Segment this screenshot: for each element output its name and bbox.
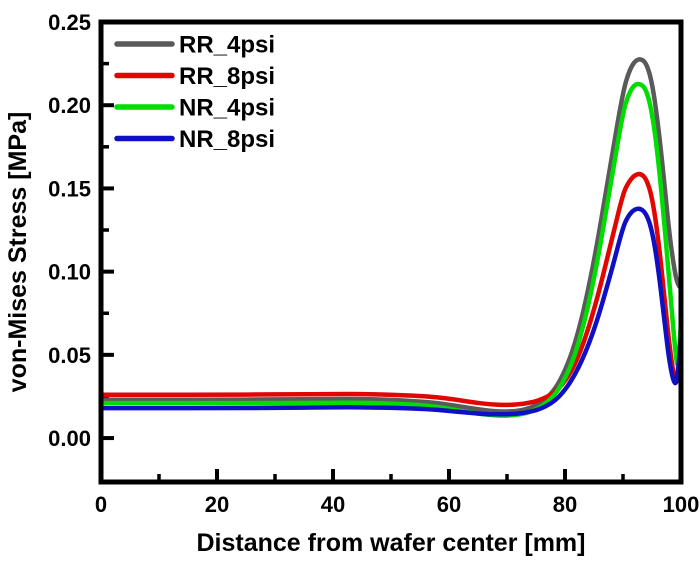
x-tick-label: 80 bbox=[553, 492, 577, 517]
y-tick-label: 0.20 bbox=[48, 93, 91, 118]
y-tick-label: 0.15 bbox=[48, 176, 91, 201]
y-tick-label: 0.00 bbox=[48, 426, 91, 451]
x-tick-label: 20 bbox=[205, 492, 229, 517]
curve-NR_4psi bbox=[101, 81, 681, 418]
legend-item-NR_8psi: NR_8psi bbox=[114, 126, 275, 153]
legend-label-NR_8psi: NR_8psi bbox=[179, 126, 275, 153]
x-tick-label: 40 bbox=[321, 492, 345, 517]
data-curves bbox=[101, 57, 681, 418]
curve-RR_8psi bbox=[101, 171, 681, 408]
plot-border bbox=[98, 19, 684, 485]
y-tick-label: 0.10 bbox=[48, 260, 91, 285]
x-tick-label: 60 bbox=[437, 492, 461, 517]
legend: RR_4psi RR_8psi NR_4psi NR_8psi bbox=[114, 32, 275, 153]
legend-label-RR_4psi: RR_4psi bbox=[179, 32, 275, 59]
legend-item-NR_4psi: NR_4psi bbox=[114, 95, 275, 122]
tick-labels: 0 20 40 60 80 100 0.00 0.05 0.10 0.15 0.20 0.25 bbox=[48, 10, 699, 517]
y-tick-label: 0.05 bbox=[48, 343, 91, 368]
x-axis-title: Distance from wafer center [mm] bbox=[196, 529, 585, 557]
x-tick-label: 100 bbox=[663, 492, 700, 517]
legend-label-NR_4psi: NR_4psi bbox=[179, 95, 275, 122]
y-tick-label: 0.25 bbox=[48, 10, 91, 35]
y-axis-title: von-Mises Stress [MPa] bbox=[4, 112, 32, 393]
curve-NR_8psi bbox=[101, 206, 681, 417]
curve-RR_4psi bbox=[101, 57, 681, 414]
legend-item-RR_4psi: RR_4psi bbox=[114, 32, 275, 59]
legend-label-RR_8psi: RR_8psi bbox=[179, 63, 275, 90]
legend-item-RR_8psi: RR_8psi bbox=[114, 63, 275, 90]
x-tick-label: 0 bbox=[95, 492, 107, 517]
